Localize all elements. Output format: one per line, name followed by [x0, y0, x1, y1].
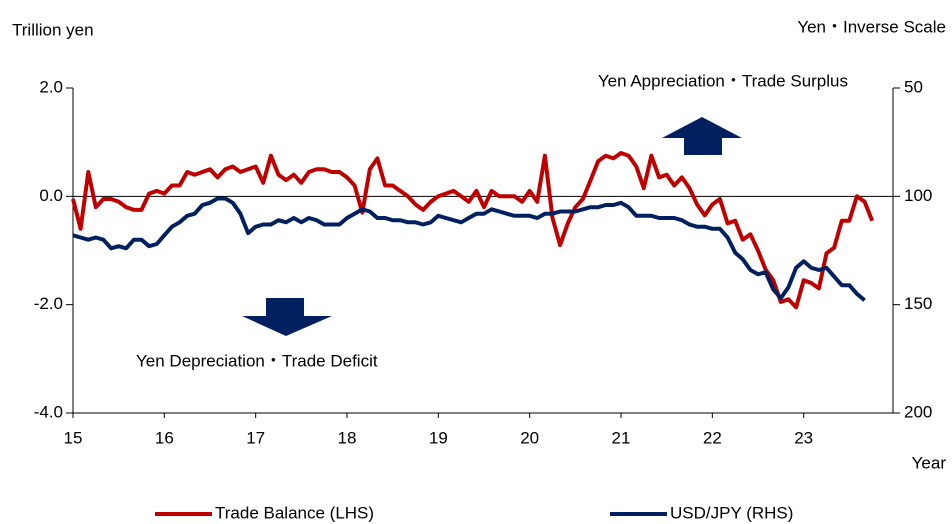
y-tick-label: -4.0 [34, 402, 63, 421]
x-tick-label: 21 [612, 428, 631, 447]
legend-label: Trade Balance (LHS) [215, 503, 374, 522]
x-tick-label: 17 [246, 428, 265, 447]
y2-tick-label: 200 [904, 402, 932, 421]
x-tick-label: 15 [64, 428, 83, 447]
y-tick-label: 2.0 [39, 77, 63, 96]
x-tick-label: 22 [703, 428, 722, 447]
x-tick-label: 20 [520, 428, 539, 447]
y-tick-label: 0.0 [39, 186, 63, 205]
annotation: Yen Appreciation・Trade Surplus [598, 71, 848, 90]
series-line [71, 151, 875, 310]
y-axis-label: Trillion yen [12, 20, 94, 39]
x-axis-label: Year [912, 453, 947, 472]
annotation: Yen Depreciation・Trade Deficit [136, 351, 378, 370]
x-tick-label: 18 [338, 428, 357, 447]
y2-tick-label: 100 [904, 186, 932, 205]
legend-label: USD/JPY (RHS) [670, 503, 793, 522]
x-tick-label: 19 [429, 428, 448, 447]
y-tick-label: -2.0 [34, 294, 63, 313]
y2-axis-label: Yen・Inverse Scale [797, 17, 946, 36]
x-tick-label: 23 [794, 428, 813, 447]
down-arrow [242, 298, 332, 336]
y2-tick-label: 150 [904, 294, 932, 313]
x-tick-label: 16 [155, 428, 174, 447]
y2-tick-label: 50 [904, 77, 923, 96]
series-line [72, 196, 866, 302]
up-arrow [662, 117, 742, 155]
